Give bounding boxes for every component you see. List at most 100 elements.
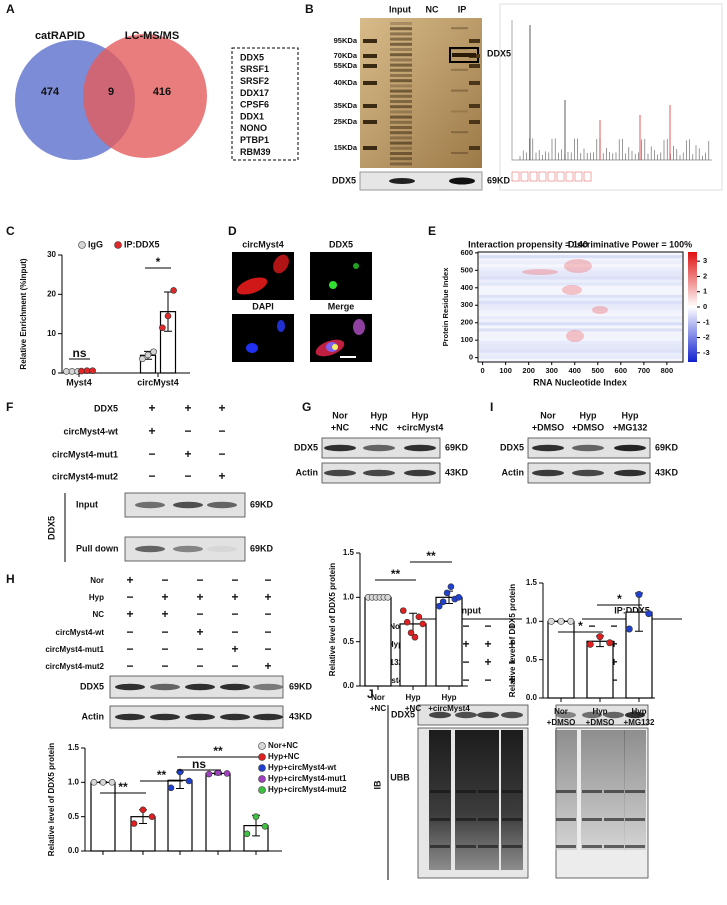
marker-band	[469, 64, 480, 68]
blot-label: Pull down	[76, 543, 119, 553]
ubb-band	[430, 790, 450, 793]
legend-marker	[258, 742, 266, 750]
gel-smear	[390, 63, 412, 67]
row-label: circMyst4-wt	[63, 426, 118, 436]
data-point	[403, 618, 411, 626]
sign: −	[196, 642, 203, 656]
x-tick-label: circMyst4	[137, 377, 179, 387]
sign: +	[508, 637, 515, 651]
blot-band	[532, 469, 564, 477]
data-point	[89, 367, 96, 374]
sign: −	[264, 625, 271, 639]
y-tick-label: 0	[52, 368, 57, 377]
venn-count: 9	[108, 86, 114, 98]
y-tick-label: 600	[460, 248, 473, 257]
ubb-band	[625, 790, 645, 793]
gel-smear	[390, 48, 412, 51]
heatmap-stripe	[479, 328, 682, 332]
gel-smear	[451, 110, 468, 113]
y-tick-label: 400	[460, 283, 473, 292]
blot-band	[625, 711, 645, 719]
heatmap-stripe	[479, 316, 682, 320]
peptide-box	[556, 171, 565, 182]
row-label: circMyst4-mut1	[52, 449, 118, 459]
data-point	[252, 813, 260, 820]
gel-smear	[390, 84, 412, 88]
error-bar	[164, 291, 172, 332]
gel-smear	[451, 89, 468, 92]
data-point	[167, 784, 175, 792]
panel-label: H	[6, 572, 15, 586]
blot-band	[324, 444, 356, 452]
y-tick-label: 1.0	[343, 592, 355, 601]
data-point	[148, 813, 156, 820]
sign: +	[484, 655, 491, 669]
y-tick-label: 20	[47, 289, 56, 298]
legend-marker	[258, 753, 266, 761]
sign: −	[126, 659, 133, 673]
colorbar	[688, 252, 697, 362]
peptide-box	[538, 171, 547, 182]
venn-label: LC-MS/MS	[125, 30, 179, 42]
data-point	[170, 287, 177, 294]
peptide-box	[547, 171, 556, 182]
heatmap-patch	[592, 306, 608, 314]
colorbar-tick-label: -3	[703, 348, 710, 357]
gel-smear	[390, 32, 412, 36]
blot-band	[404, 444, 436, 452]
marker-band	[469, 81, 480, 85]
sign: +	[126, 573, 133, 587]
x-tick-label: 500	[592, 366, 605, 375]
significance: *	[156, 255, 161, 269]
blot-band	[173, 545, 203, 553]
sign: −	[508, 619, 515, 633]
gel-smear	[451, 68, 468, 71]
marker-band	[363, 54, 377, 58]
blot-size: 69KD	[487, 175, 511, 185]
blot-band	[173, 501, 203, 509]
y-axis-label: Relative level of DDX5 protein	[328, 563, 337, 676]
x-tick-label: 200	[522, 366, 535, 375]
gel-smear	[390, 120, 412, 124]
marker-label: 15KDa	[334, 143, 358, 152]
heatmap-stripe	[479, 310, 682, 314]
gel-smear	[390, 157, 412, 161]
data-point	[645, 610, 653, 618]
data-point	[557, 617, 565, 625]
significance: **	[118, 780, 128, 794]
ubb-band	[582, 818, 602, 821]
sign: −	[264, 607, 271, 621]
blot-band	[185, 713, 215, 721]
y-tick-label: 0.5	[526, 655, 538, 664]
row-label: DDX5	[94, 403, 118, 413]
heatmap-stripe	[479, 267, 682, 271]
heatmap-stripe	[479, 285, 682, 289]
colorbar-tick-label: 0	[703, 302, 707, 311]
panel-label: B	[305, 2, 314, 16]
sign: +	[610, 637, 617, 651]
heatmap-stripe	[479, 325, 682, 329]
x-tick-label: 600	[615, 366, 628, 375]
heatmap-stripe	[479, 346, 682, 350]
sign: −	[484, 619, 491, 633]
lane-label: +MG132	[613, 422, 648, 432]
data-point	[185, 777, 193, 785]
ubb-band	[556, 818, 576, 821]
sign: +	[264, 590, 271, 604]
heatmap-stripe	[479, 282, 682, 286]
sign: −	[231, 625, 238, 639]
blot-label: DDX5	[294, 442, 318, 452]
heatmap-stripe	[479, 331, 682, 335]
gene-name: SRSF1	[240, 64, 269, 74]
sign: −	[610, 673, 617, 687]
blot-band	[150, 683, 180, 691]
heatmap-stripe	[479, 258, 682, 262]
y-tick-label: 0.5	[343, 637, 355, 646]
blot-band	[220, 683, 250, 691]
row-label: Hyp	[388, 640, 403, 649]
x-tick-label: +NC	[405, 704, 421, 713]
ubb-smear	[429, 730, 451, 870]
sign: −	[231, 573, 238, 587]
legend-label: Nor+NC	[268, 741, 298, 750]
